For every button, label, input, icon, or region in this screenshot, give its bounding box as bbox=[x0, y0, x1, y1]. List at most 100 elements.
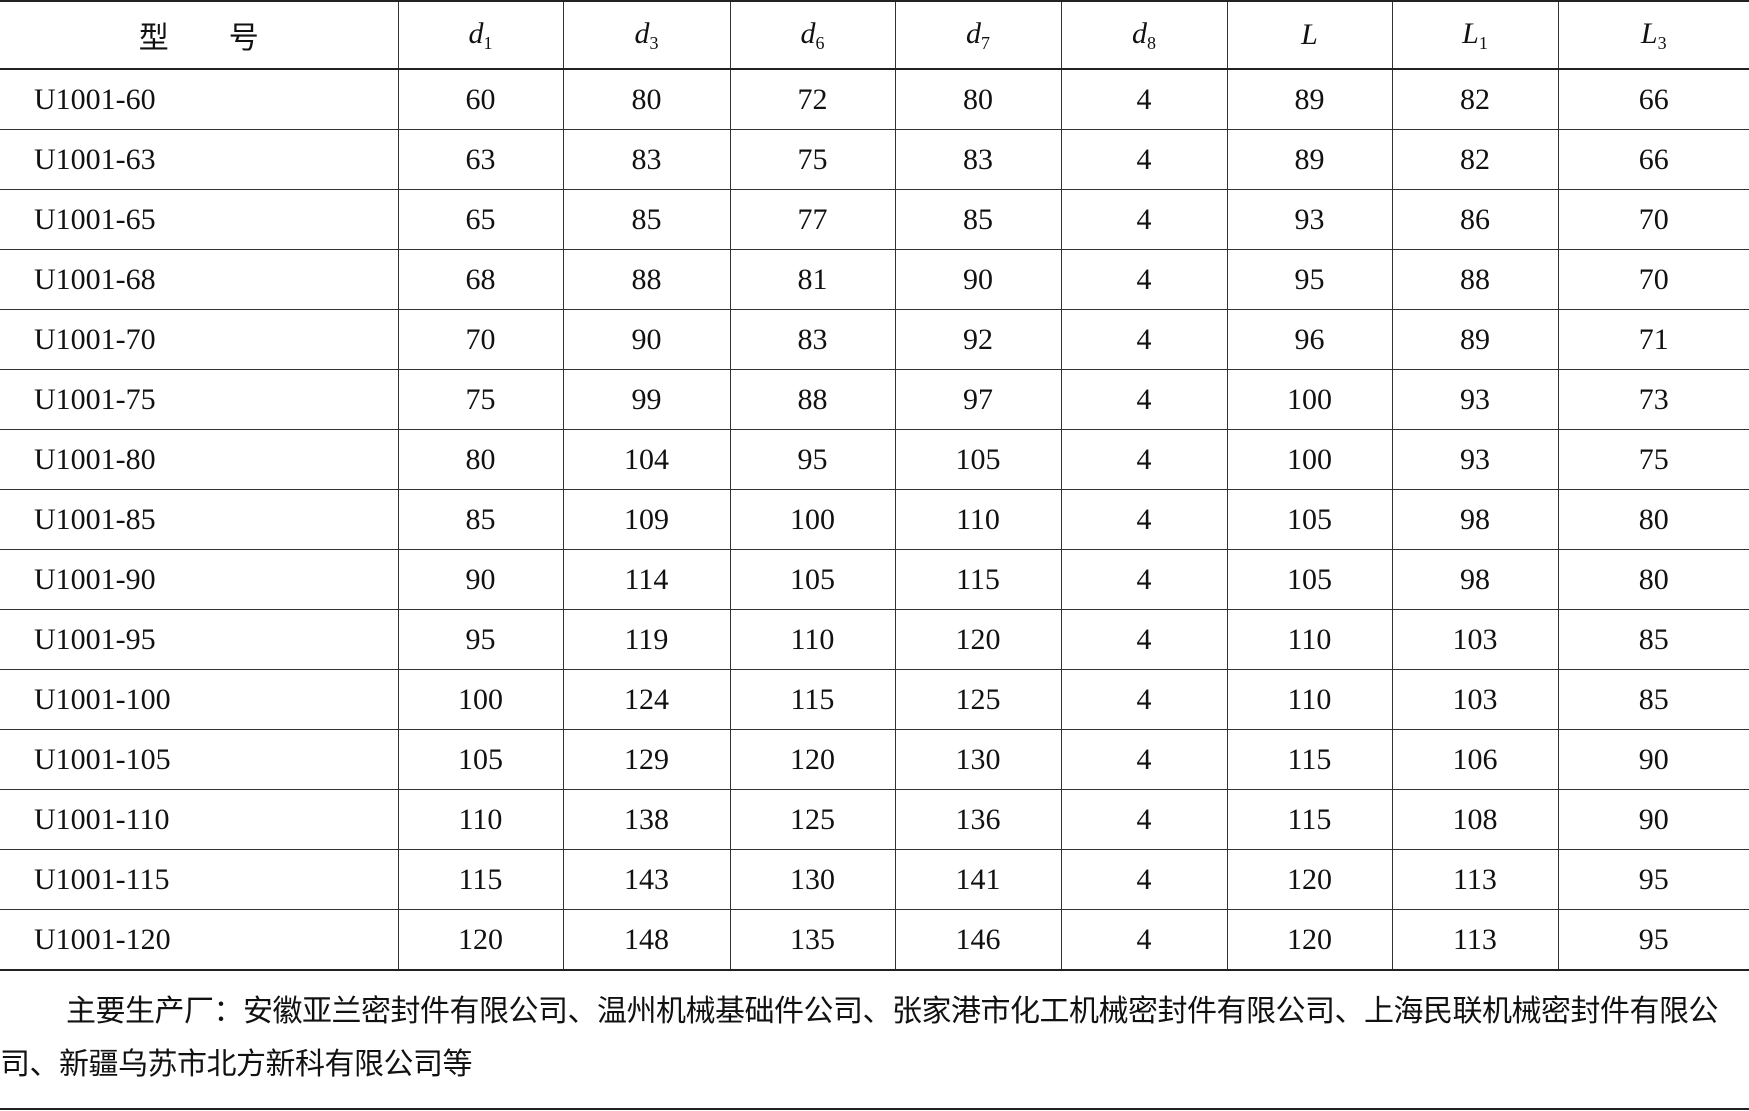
value-cell: 90 bbox=[894, 249, 1062, 310]
value-cell: 95 bbox=[729, 429, 896, 490]
value-cell: 80 bbox=[894, 68, 1062, 130]
value-cell: 85 bbox=[1557, 669, 1749, 730]
value-cell: 98 bbox=[1391, 549, 1559, 610]
value-cell: 98 bbox=[1391, 489, 1559, 550]
value-cell: 88 bbox=[1391, 249, 1559, 310]
value-cell: 4 bbox=[1060, 309, 1228, 370]
header-d7: d7 bbox=[894, 0, 1062, 70]
header-model: 型 号 bbox=[0, 0, 399, 70]
value-cell: 71 bbox=[1557, 309, 1749, 370]
value-cell: 95 bbox=[1226, 249, 1393, 310]
header-symbol: d bbox=[1132, 16, 1147, 50]
value-cell: 90 bbox=[1557, 729, 1749, 790]
value-cell: 136 bbox=[894, 789, 1062, 850]
value-cell: 93 bbox=[1391, 429, 1559, 490]
value-cell: 95 bbox=[397, 609, 564, 670]
header-d6: d6 bbox=[729, 0, 896, 70]
value-cell: 97 bbox=[894, 369, 1062, 430]
value-cell: 4 bbox=[1060, 609, 1228, 670]
value-cell: 90 bbox=[562, 309, 731, 370]
value-cell: 115 bbox=[1226, 729, 1393, 790]
value-cell: 120 bbox=[1226, 849, 1393, 910]
value-cell: 65 bbox=[397, 189, 564, 250]
header-subscript: 1 bbox=[1478, 32, 1488, 53]
model-cell: U1001-80 bbox=[0, 429, 399, 490]
value-cell: 105 bbox=[1226, 549, 1393, 610]
table-row: U1001-105 105 129 120 130 4 115 106 90 bbox=[0, 729, 1749, 790]
value-cell: 90 bbox=[1557, 789, 1749, 850]
value-cell: 105 bbox=[1226, 489, 1393, 550]
value-cell: 104 bbox=[562, 429, 731, 490]
value-cell: 115 bbox=[729, 669, 896, 730]
value-cell: 75 bbox=[1557, 429, 1749, 490]
header-subscript: 8 bbox=[1147, 32, 1156, 53]
value-cell: 82 bbox=[1391, 68, 1559, 130]
header-subscript: 7 bbox=[981, 32, 990, 53]
value-cell: 93 bbox=[1391, 369, 1559, 430]
model-cell: U1001-60 bbox=[0, 68, 399, 130]
value-cell: 89 bbox=[1226, 129, 1393, 190]
model-cell: U1001-85 bbox=[0, 489, 399, 550]
value-cell: 83 bbox=[894, 129, 1062, 190]
model-cell: U1001-70 bbox=[0, 309, 399, 370]
header-L3: L3 bbox=[1557, 0, 1749, 70]
value-cell: 135 bbox=[729, 909, 896, 971]
value-cell: 105 bbox=[397, 729, 564, 790]
bottom-rule bbox=[0, 1108, 1749, 1110]
value-cell: 85 bbox=[397, 489, 564, 550]
value-cell: 106 bbox=[1391, 729, 1559, 790]
value-cell: 110 bbox=[894, 489, 1062, 550]
model-cell: U1001-100 bbox=[0, 669, 399, 730]
model-cell: U1001-120 bbox=[0, 909, 399, 971]
value-cell: 110 bbox=[1226, 609, 1393, 670]
header-symbol: L bbox=[1301, 18, 1318, 51]
value-cell: 80 bbox=[1557, 489, 1749, 550]
value-cell: 105 bbox=[729, 549, 896, 610]
value-cell: 143 bbox=[562, 849, 731, 910]
value-cell: 89 bbox=[1226, 68, 1393, 130]
value-cell: 66 bbox=[1557, 68, 1749, 130]
value-cell: 114 bbox=[562, 549, 731, 610]
value-cell: 92 bbox=[894, 309, 1062, 370]
header-d1: d1 bbox=[397, 0, 564, 70]
model-cell: U1001-75 bbox=[0, 369, 399, 430]
value-cell: 68 bbox=[397, 249, 564, 310]
value-cell: 129 bbox=[562, 729, 731, 790]
table-row: U1001-85 85 109 100 110 4 105 98 80 bbox=[0, 489, 1749, 550]
header-symbol: d bbox=[634, 16, 650, 50]
header-subscript: 3 bbox=[1657, 32, 1667, 53]
value-cell: 100 bbox=[397, 669, 564, 730]
value-cell: 4 bbox=[1060, 429, 1228, 490]
value-cell: 63 bbox=[397, 129, 564, 190]
value-cell: 73 bbox=[1557, 369, 1749, 430]
table-row: U1001-65 65 85 77 85 4 93 86 70 bbox=[0, 189, 1749, 250]
table-row: U1001-80 80 104 95 105 4 100 93 75 bbox=[0, 429, 1749, 490]
value-cell: 4 bbox=[1060, 249, 1228, 310]
value-cell: 96 bbox=[1226, 309, 1393, 370]
value-cell: 88 bbox=[729, 369, 896, 430]
value-cell: 80 bbox=[1557, 549, 1749, 610]
table-row: U1001-110 110 138 125 136 4 115 108 90 bbox=[0, 789, 1749, 850]
value-cell: 125 bbox=[894, 669, 1062, 730]
value-cell: 105 bbox=[894, 429, 1062, 490]
value-cell: 103 bbox=[1391, 609, 1559, 670]
table-row: U1001-95 95 119 110 120 4 110 103 85 bbox=[0, 609, 1749, 670]
value-cell: 4 bbox=[1060, 909, 1228, 971]
value-cell: 130 bbox=[894, 729, 1062, 790]
value-cell: 60 bbox=[397, 68, 564, 130]
header-symbol: L bbox=[1462, 16, 1479, 50]
value-cell: 4 bbox=[1060, 849, 1228, 910]
table-row: U1001-63 63 83 75 83 4 89 82 66 bbox=[0, 129, 1749, 190]
value-cell: 113 bbox=[1391, 909, 1559, 971]
value-cell: 83 bbox=[729, 309, 896, 370]
value-cell: 115 bbox=[397, 849, 564, 910]
value-cell: 115 bbox=[894, 549, 1062, 610]
value-cell: 95 bbox=[1557, 909, 1749, 971]
header-symbol: d bbox=[966, 16, 981, 50]
value-cell: 80 bbox=[397, 429, 564, 490]
header-L1: L1 bbox=[1391, 0, 1559, 70]
value-cell: 100 bbox=[729, 489, 896, 550]
model-cell: U1001-110 bbox=[0, 789, 399, 850]
table-row: U1001-115 115 143 130 141 4 120 113 95 bbox=[0, 849, 1749, 910]
value-cell: 100 bbox=[1226, 369, 1393, 430]
